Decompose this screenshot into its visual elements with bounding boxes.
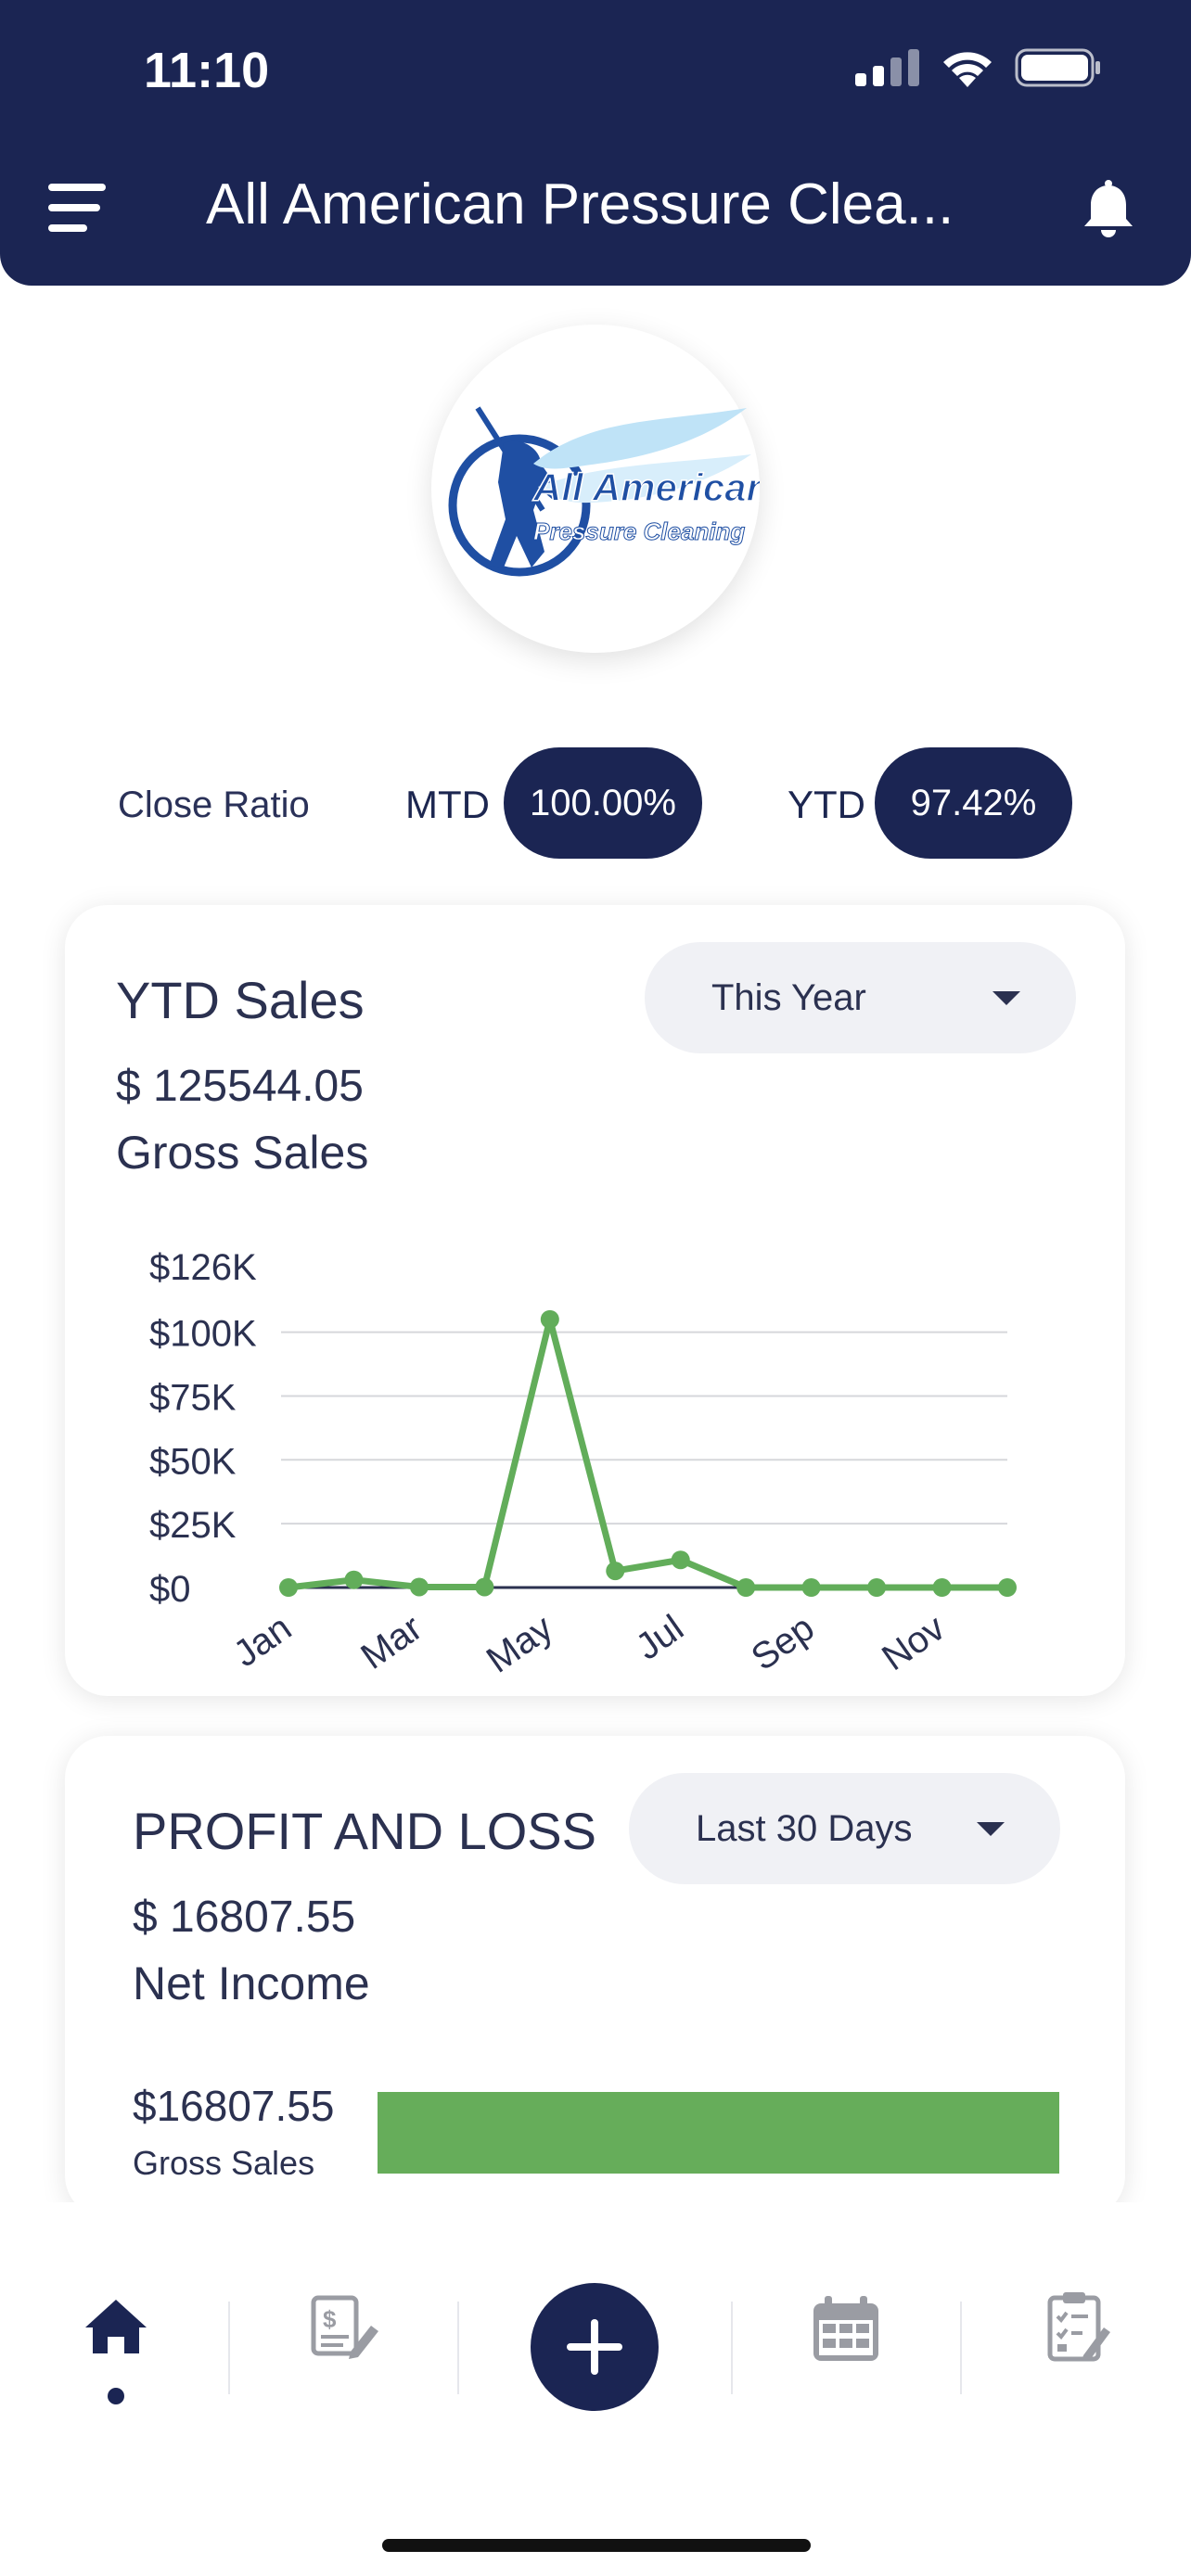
ytd-sales-title: YTD Sales	[116, 971, 365, 1029]
ytd-period-value: This Year	[711, 976, 866, 1018]
add-icon	[567, 2319, 622, 2375]
chart-y-tick-label: $50K	[149, 1441, 237, 1482]
bell-icon[interactable]	[1080, 180, 1137, 239]
invoice-icon[interactable]: $	[310, 2294, 380, 2361]
chart-y-tick-label: $100K	[149, 1314, 257, 1355]
pnl-period-dropdown[interactable]: Last 30 Days	[629, 1773, 1060, 1884]
chart-y-tick-label: $25K	[149, 1505, 237, 1546]
checklist-icon[interactable]	[1046, 2290, 1111, 2363]
ytd-label: YTD	[788, 783, 865, 826]
pnl-amount: $ 16807.55	[133, 1893, 356, 1942]
pnl-bar-value: $16807.55	[133, 2082, 335, 2130]
calendar-icon[interactable]	[812, 2296, 880, 2363]
svg-text:$: $	[323, 2305, 337, 2333]
add-button[interactable]	[531, 2283, 659, 2411]
mtd-label: MTD	[405, 783, 490, 826]
chart-y-tick-label: $126K	[149, 1247, 257, 1288]
close-ratio-row: Close Ratio MTD 100.00% YTD 97.42%	[0, 747, 1191, 859]
logo-text-line1: All American	[532, 465, 760, 509]
close-ratio-label: Close Ratio	[118, 784, 310, 825]
ytd-sales-card: YTD Sales This Year $ 125544.05 Gross Sa…	[65, 905, 1125, 1696]
ytd-period-dropdown[interactable]: This Year	[645, 942, 1076, 1053]
chart-data-point	[867, 1578, 887, 1597]
chart-data-point	[540, 1309, 559, 1329]
company-logo: All American Pressure Cleaning	[431, 325, 771, 653]
tab-divider	[228, 2302, 230, 2394]
chart-data-point	[932, 1578, 952, 1597]
pnl-bar-label: Gross Sales	[133, 2144, 315, 2182]
pnl-subtitle: Net Income	[133, 1958, 370, 2009]
battery-icon	[1015, 48, 1100, 87]
signal-icon	[855, 49, 919, 86]
chart-x-tick-label: Jan	[226, 1607, 299, 1675]
chart-data-point	[344, 1570, 364, 1589]
pnl-period-value: Last 30 Days	[696, 1807, 913, 1849]
ytd-value-badge: 97.42%	[875, 747, 1072, 859]
ytd-sales-line-chart: $126K $100K $75K $50K $25K $0 Jan Mar May Jul Sep N…	[149, 1247, 1017, 1681]
chart-data-point	[606, 1562, 625, 1581]
chart-series-line	[288, 1316, 1007, 1591]
chart-data-point	[671, 1550, 690, 1570]
hamburger-menu-icon[interactable]	[48, 182, 109, 234]
logo-text-line2: Pressure Cleaning	[533, 517, 745, 545]
home-indicator	[382, 2539, 811, 2552]
chart-data-point	[736, 1578, 756, 1597]
profit-loss-card: PROFIT AND LOSS Last 30 Days $ 16807.55 …	[65, 1736, 1125, 2218]
chart-x-tick-label: May	[480, 1607, 560, 1680]
tab-divider	[731, 2302, 733, 2394]
tab-divider	[960, 2302, 962, 2394]
chart-x-tick-label: Nov	[875, 1607, 953, 1678]
home-icon[interactable]	[83, 2298, 148, 2355]
pnl-bar	[378, 2092, 1059, 2174]
chart-data-point	[998, 1578, 1017, 1597]
bottom-tab-bar: $	[0, 2263, 1191, 2429]
chart-x-tick-label: Mar	[353, 1607, 429, 1677]
ytd-sales-amount: $ 125544.05	[116, 1062, 364, 1111]
mtd-value-badge: 100.00%	[504, 747, 702, 859]
chart-y-tick-label: $0	[149, 1569, 191, 1610]
status-time: 11:10	[144, 43, 270, 98]
chart-data-point	[279, 1578, 298, 1597]
tab-divider	[457, 2302, 459, 2394]
chart-data-point	[801, 1578, 821, 1597]
chart-x-tick-label: Jul	[629, 1607, 691, 1667]
header-title: All American Pressure Clea...	[206, 172, 954, 236]
chevron-down-icon	[977, 1822, 1005, 1836]
chart-data-point	[409, 1577, 429, 1597]
chart-y-tick-label: $75K	[149, 1377, 237, 1418]
pnl-bar-track	[378, 2092, 1059, 2174]
status-icons	[855, 48, 1102, 87]
chart-data-point	[475, 1577, 494, 1597]
company-logo-graphic: All American Pressure Cleaning	[448, 406, 771, 577]
app-header: 11:10 All American Pressure Clea...	[0, 0, 1191, 286]
chart-x-tick-label: Sep	[744, 1607, 822, 1678]
wifi-icon	[943, 52, 992, 87]
active-tab-indicator	[108, 2388, 124, 2404]
ytd-sales-subtitle: Gross Sales	[116, 1127, 369, 1179]
pnl-title: PROFIT AND LOSS	[133, 1802, 596, 1860]
chevron-down-icon	[992, 991, 1020, 1005]
